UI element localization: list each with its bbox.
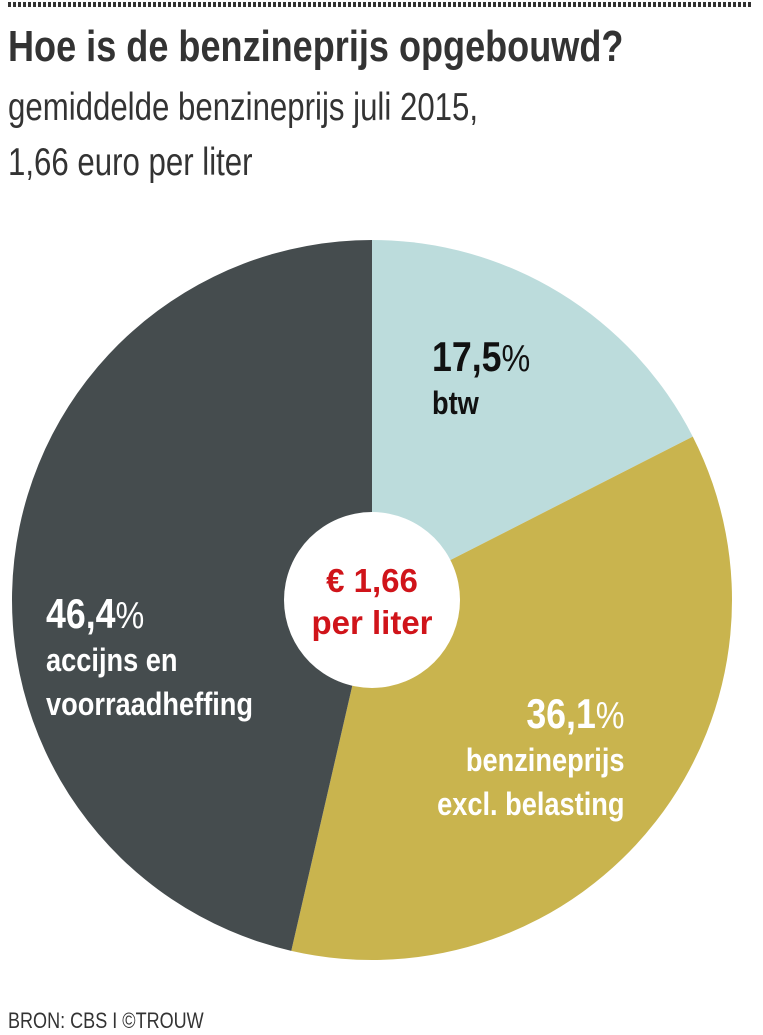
value-label: 36,1 bbox=[526, 690, 597, 737]
subtitle-line-1: gemiddelde benzineprijs juli 2015, bbox=[8, 86, 479, 129]
category-label: excl. belasting bbox=[437, 786, 625, 822]
category-label: benzineprijs bbox=[466, 742, 625, 778]
percent-sign: % bbox=[596, 695, 625, 737]
subtitle-line-2: 1,66 euro per liter bbox=[8, 141, 253, 184]
slice-label-benzineprijs: 36,1% benzineprijs excl. belasting bbox=[438, 690, 625, 826]
center-price: € 1,66 bbox=[326, 562, 418, 599]
source-note: BRON: CBS I ©TROUW bbox=[8, 1008, 204, 1033]
pie-slice-2 bbox=[11, 240, 373, 951]
dotted-rule bbox=[8, 2, 753, 7]
slice-label-accijns: 46,4% accijns en voorraadheffing bbox=[46, 590, 253, 726]
donut-hole bbox=[284, 512, 460, 688]
pie-slice-1 bbox=[291, 436, 732, 960]
percent-sign: % bbox=[501, 338, 531, 380]
center-unit: per liter bbox=[311, 604, 433, 641]
percent-sign: % bbox=[115, 595, 145, 637]
chart-title: Hoe is de benzineprijs opgebouwd? bbox=[8, 22, 624, 71]
category-label: btw bbox=[432, 385, 479, 421]
slice-label-btw: 17,5% btw bbox=[432, 333, 530, 425]
pie-slice-0 bbox=[372, 240, 693, 600]
category-label: accijns en bbox=[46, 642, 178, 678]
center-total-label: € 1,66 per liter bbox=[285, 560, 459, 644]
value-label: 17,5 bbox=[432, 333, 502, 380]
category-label: voorraadheffing bbox=[46, 686, 254, 722]
value-label: 46,4 bbox=[46, 590, 116, 637]
